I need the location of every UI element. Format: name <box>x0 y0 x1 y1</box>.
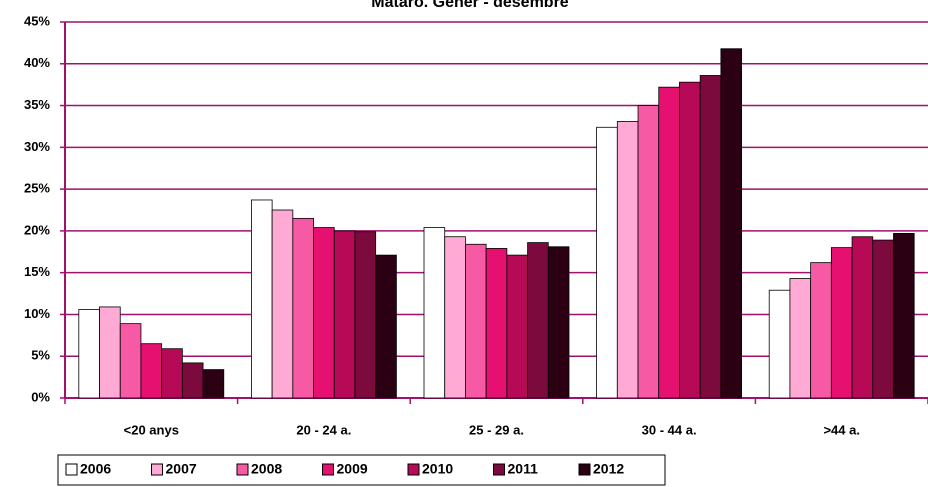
bar <box>658 86 680 399</box>
bar <box>465 243 487 399</box>
y-tick-label: 45% <box>24 13 50 28</box>
bar <box>810 262 832 399</box>
legend-label: 2006 <box>80 461 111 477</box>
bar <box>547 246 570 399</box>
bar <box>78 309 100 399</box>
legend-swatch <box>65 463 78 476</box>
bar <box>375 254 397 399</box>
legend-label: 2007 <box>166 461 197 477</box>
bar <box>202 369 225 399</box>
bar <box>720 48 742 399</box>
y-tick-label: 0% <box>31 389 50 404</box>
bar <box>679 81 701 399</box>
legend-label: 2010 <box>422 461 453 477</box>
y-tick-label: 35% <box>24 97 50 112</box>
x-tick-label: 30 - 44 a. <box>642 422 697 437</box>
bar <box>313 227 335 399</box>
bar <box>893 232 915 399</box>
bar <box>699 75 722 399</box>
x-tick-label: <20 anys <box>124 422 179 437</box>
bar <box>851 236 874 399</box>
legend-label: 2009 <box>337 461 368 477</box>
legend-swatch <box>578 463 591 476</box>
bar <box>444 236 466 399</box>
bar <box>271 209 294 399</box>
legend-swatch <box>407 463 420 476</box>
y-tick-label: 20% <box>24 222 50 237</box>
y-tick-label: 5% <box>31 348 50 363</box>
x-tick-label: 25 - 29 a. <box>469 422 524 437</box>
bar <box>181 362 204 399</box>
bar <box>830 247 853 399</box>
bar <box>99 306 121 399</box>
x-tick-label: 20 - 24 a. <box>296 422 351 437</box>
bar <box>485 248 508 399</box>
bar <box>527 242 549 399</box>
legend-label: 2011 <box>508 461 539 477</box>
y-tick-label: 15% <box>24 264 50 279</box>
bar <box>506 254 528 399</box>
legend-label: 2012 <box>593 461 624 477</box>
bar <box>251 199 273 399</box>
y-tick-label: 25% <box>24 181 50 196</box>
bar <box>616 121 639 399</box>
bar <box>789 278 812 399</box>
bar <box>119 323 142 399</box>
y-tick-label: 10% <box>24 306 50 321</box>
chart-title: Mataró. Gener - desembre <box>371 0 569 11</box>
bar <box>140 343 163 399</box>
bar <box>637 105 660 399</box>
y-tick-label: 40% <box>24 55 50 70</box>
legend-swatch <box>236 463 249 476</box>
bar <box>596 126 618 399</box>
bar <box>333 230 356 399</box>
legend-swatch <box>493 463 505 476</box>
legend-swatch <box>322 463 334 476</box>
bar <box>768 289 791 399</box>
bar <box>161 348 183 399</box>
bar <box>354 231 377 399</box>
x-tick-label: >44 a. <box>823 422 860 437</box>
bar <box>423 227 446 399</box>
bar <box>872 239 894 399</box>
y-tick-label: 30% <box>24 139 50 154</box>
legend-swatch <box>151 463 163 476</box>
legend-label: 2008 <box>251 461 282 477</box>
bar <box>292 217 314 399</box>
